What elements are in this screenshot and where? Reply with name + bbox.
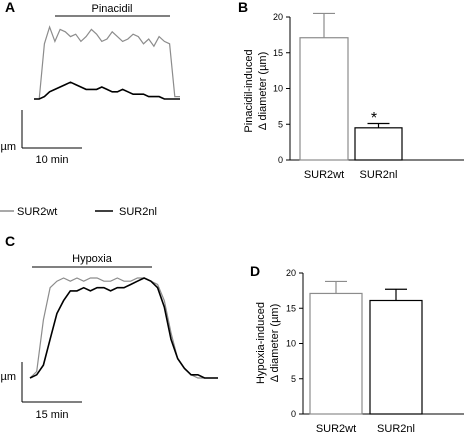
panel-letter-d: D bbox=[250, 263, 260, 279]
y-tick-label-b-10: 10 bbox=[273, 84, 283, 94]
bar-d-sur2wt bbox=[309, 292, 363, 415]
ylabel-b-line1: Pinacidil-induced bbox=[243, 49, 255, 132]
y-tick-label-b-15: 15 bbox=[273, 48, 283, 58]
hypoxia-label: Hypoxia bbox=[72, 253, 113, 265]
y-tick-label-d-0: 0 bbox=[291, 409, 296, 419]
y-tick-label-b-20: 20 bbox=[273, 12, 283, 22]
scale-label-x-c: 15 min bbox=[35, 409, 68, 421]
bar-d-sur2nl bbox=[369, 299, 423, 415]
trace-line-sur2wt bbox=[29, 277, 218, 379]
category-label-b-sur2wt: SUR2wt bbox=[304, 169, 344, 181]
legend-label-sur2nl: SUR2nl bbox=[119, 206, 157, 218]
ylabel-d-line1: Hypoxia-induced bbox=[255, 302, 267, 384]
pinacidil-label: Pinacidil bbox=[92, 3, 133, 15]
y-tick-label-d-10: 10 bbox=[286, 339, 296, 349]
panel-letter-a: A bbox=[5, 0, 15, 15]
trace-line-sur2wt bbox=[34, 25, 180, 100]
category-label-d-sur2wt: SUR2wt bbox=[316, 423, 356, 432]
panel-letter-b: B bbox=[238, 0, 248, 15]
trace-line-sur2nl bbox=[29, 277, 218, 379]
bar-chart-d: 0 5 10 15 20 SUR2wt SUR2nl bbox=[286, 268, 464, 432]
legend: SUR2wt SUR2nl bbox=[0, 206, 157, 218]
scale-label-y-c: 10 µm bbox=[0, 371, 16, 383]
y-tick-label-b-0: 0 bbox=[278, 155, 283, 165]
y-tick-label-d-20: 20 bbox=[286, 268, 296, 278]
bar-chart-b: 0 5 10 15 20 SUR2wt SUR2nl bbox=[273, 12, 464, 181]
y-tick-label-d-5: 5 bbox=[291, 374, 296, 384]
bar-b-sur2wt bbox=[299, 37, 349, 161]
scale-label-y-a: 10 µm bbox=[0, 141, 16, 153]
y-tick-label-d-15: 15 bbox=[286, 303, 296, 313]
trace-panel-a bbox=[34, 25, 180, 100]
category-label-b-sur2nl: SUR2nl bbox=[360, 169, 398, 181]
ylabel-d-line2: Δ diameter (µm) bbox=[269, 304, 281, 382]
legend-label-sur2wt: SUR2wt bbox=[17, 206, 57, 218]
ylabel-b-line2: Δ diameter (µm) bbox=[257, 52, 269, 130]
trace-panel-c bbox=[29, 277, 218, 379]
trace-line-sur2nl bbox=[34, 81, 180, 100]
significance-marker: * bbox=[371, 110, 377, 127]
panel-letter-c: C bbox=[5, 233, 15, 249]
bar-b-sur2nl bbox=[354, 127, 403, 161]
category-label-d-sur2nl: SUR2nl bbox=[377, 423, 415, 432]
scale-label-x-a: 10 min bbox=[35, 154, 68, 166]
y-tick-label-b-5: 5 bbox=[278, 119, 283, 129]
